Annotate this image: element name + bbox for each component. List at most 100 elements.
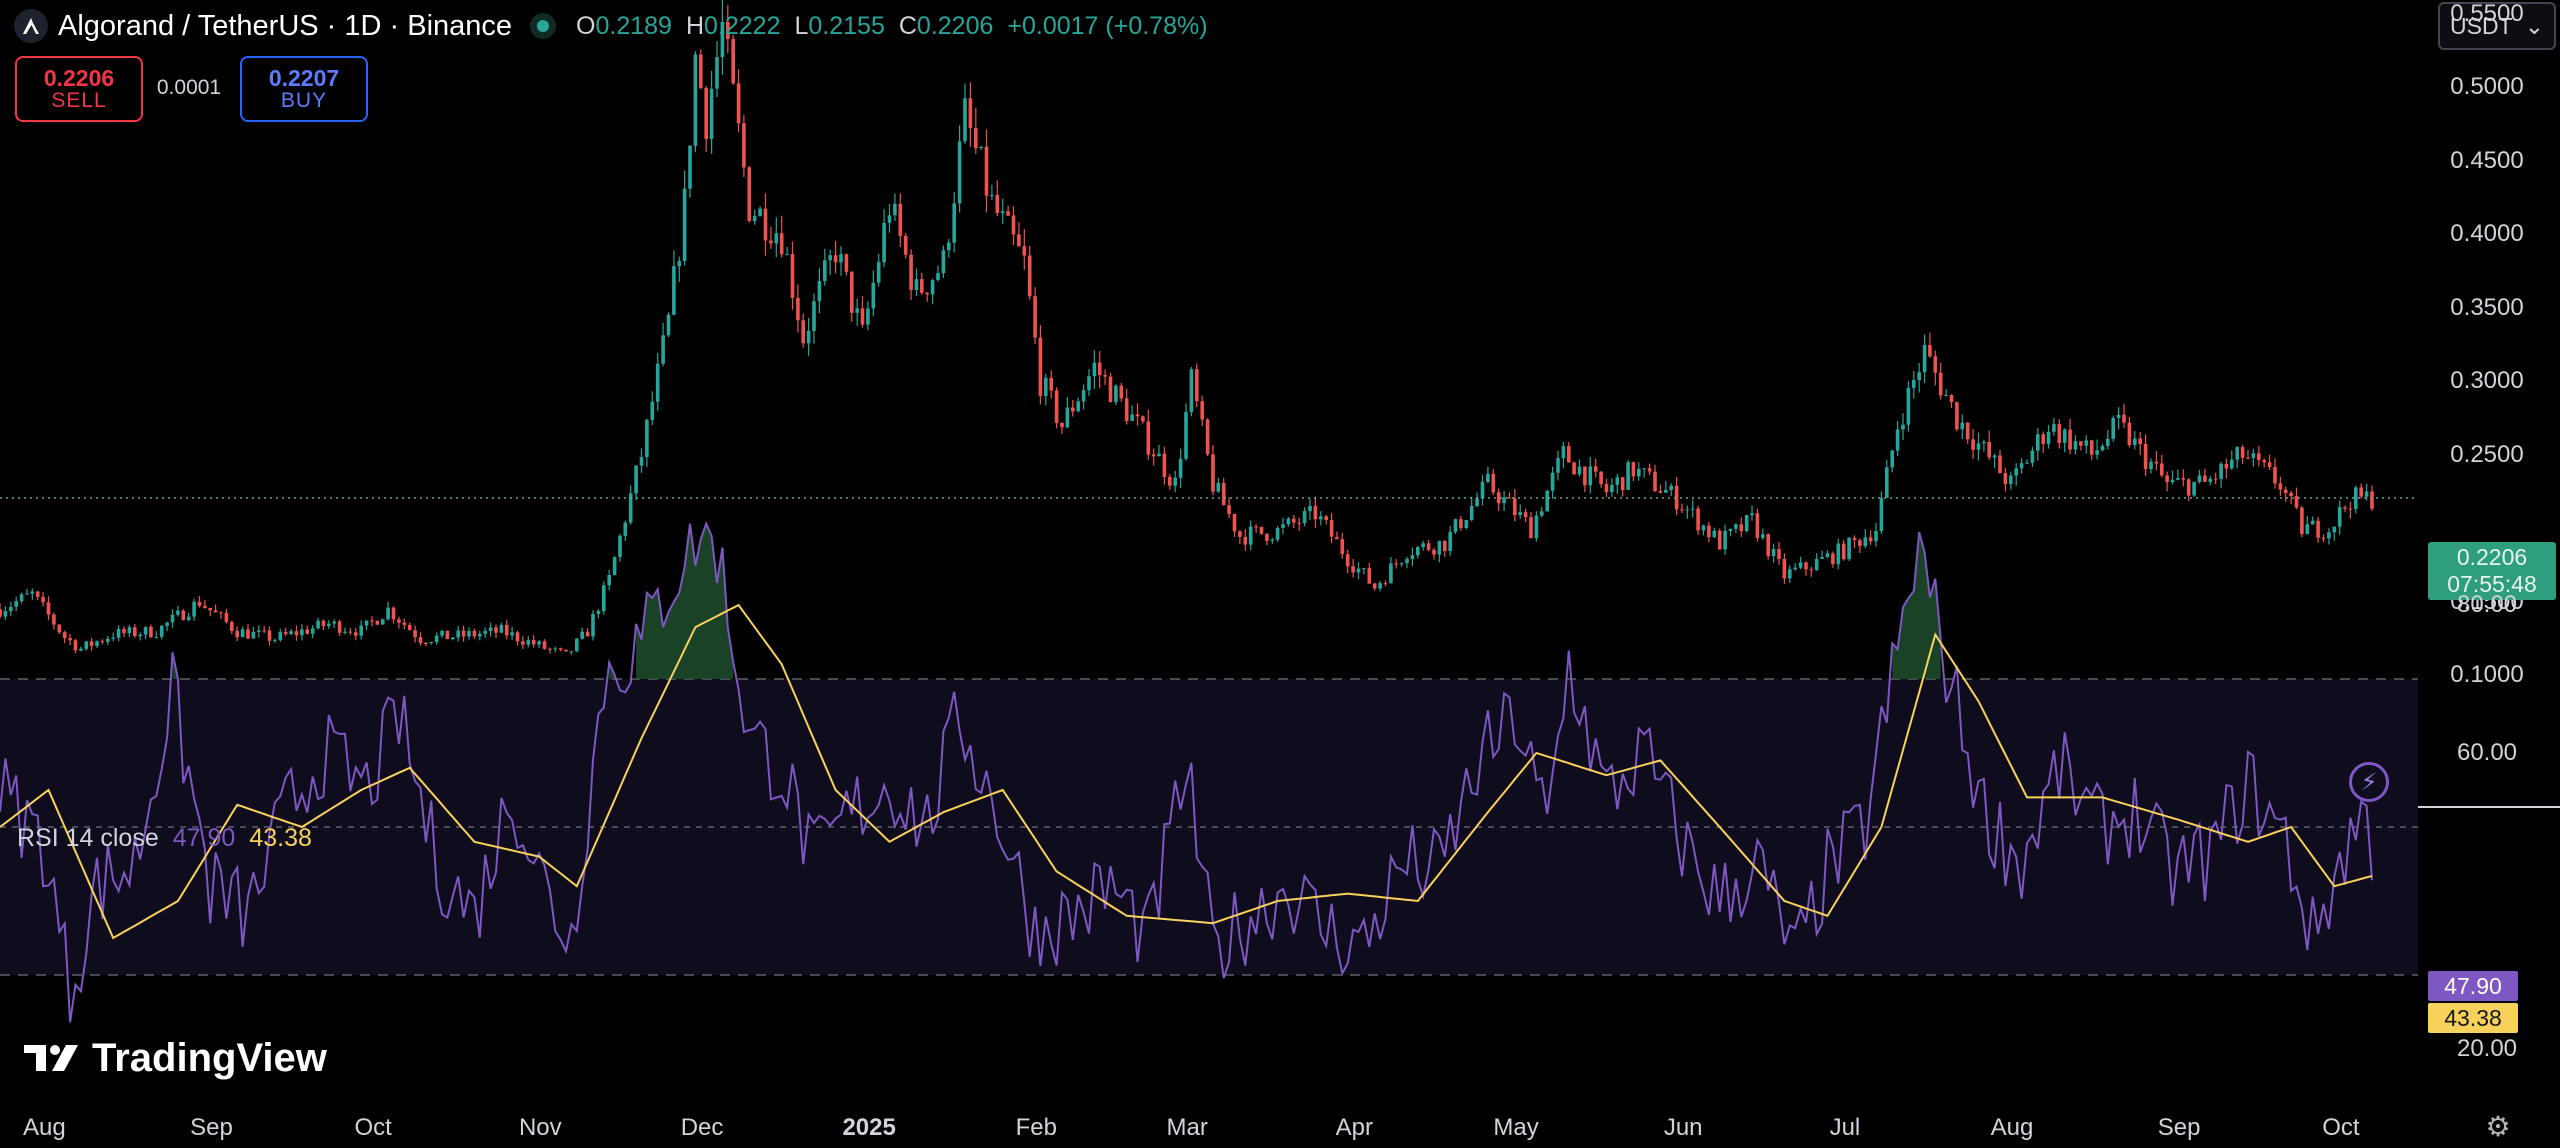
candle[interactable] (952, 192, 956, 253)
candle[interactable] (763, 193, 768, 256)
candle[interactable] (672, 250, 676, 316)
candle[interactable] (445, 630, 450, 640)
candle[interactable] (1114, 384, 1118, 406)
candle[interactable] (138, 632, 142, 641)
candle[interactable] (666, 312, 671, 338)
candle[interactable] (257, 625, 261, 638)
candle[interactable] (2348, 501, 2353, 519)
candle[interactable] (89, 637, 94, 651)
candle[interactable] (332, 619, 336, 628)
gear-icon[interactable]: ⚙ (2485, 1110, 2511, 1142)
candle[interactable] (14, 596, 18, 611)
candle[interactable] (1399, 562, 1404, 567)
candle[interactable] (930, 278, 935, 305)
candle[interactable] (1707, 522, 1711, 543)
candle[interactable] (434, 632, 439, 645)
candle[interactable] (769, 227, 773, 249)
candle[interactable] (1071, 399, 1075, 417)
candle[interactable] (2052, 418, 2056, 436)
candle[interactable] (1270, 537, 1275, 544)
candle[interactable] (941, 245, 946, 279)
candle[interactable] (2305, 516, 2310, 535)
candle[interactable] (111, 632, 115, 642)
candle[interactable] (208, 607, 212, 617)
candle[interactable] (1022, 229, 1027, 270)
candle[interactable] (1647, 463, 1652, 476)
candle[interactable] (1011, 206, 1016, 246)
candle[interactable] (1750, 505, 1754, 521)
candle[interactable] (2359, 483, 2363, 499)
candle[interactable] (1868, 530, 1873, 545)
candle[interactable] (612, 556, 617, 576)
candle[interactable] (504, 619, 509, 640)
candle[interactable] (2251, 448, 2256, 467)
candle[interactable] (1453, 518, 1458, 535)
candle[interactable] (882, 208, 886, 268)
candle[interactable] (607, 569, 611, 591)
candle[interactable] (1599, 471, 1603, 488)
candle[interactable] (1588, 457, 1593, 494)
candle[interactable] (321, 619, 326, 630)
candle[interactable] (1798, 556, 1803, 570)
candle[interactable] (817, 267, 822, 314)
candle[interactable] (1308, 498, 1312, 520)
candle[interactable] (1637, 462, 1641, 481)
candle[interactable] (418, 632, 423, 646)
candle[interactable] (2240, 444, 2245, 464)
candle[interactable] (979, 146, 983, 151)
candle[interactable] (1831, 551, 1835, 568)
candle[interactable] (2192, 481, 2196, 497)
candle[interactable] (726, 4, 730, 54)
candle[interactable] (68, 634, 72, 646)
candle[interactable] (1901, 413, 1905, 441)
candle[interactable] (2041, 431, 2045, 453)
candle[interactable] (2062, 428, 2067, 453)
candle[interactable] (2003, 467, 2008, 492)
candle[interactable] (1221, 477, 1226, 506)
candle[interactable] (2014, 463, 2018, 486)
candle[interactable] (1329, 513, 1334, 544)
candle[interactable] (2133, 431, 2137, 450)
candle[interactable] (1437, 540, 1442, 563)
candle[interactable] (1432, 548, 1436, 560)
candle[interactable] (1928, 332, 1932, 358)
candle[interactable] (1653, 464, 1657, 492)
candle[interactable] (903, 233, 908, 259)
candle[interactable] (2084, 435, 2089, 454)
candle[interactable] (1372, 582, 1377, 591)
candle[interactable] (2300, 506, 2304, 538)
candle[interactable] (591, 610, 595, 641)
candle[interactable] (2289, 490, 2293, 505)
candle[interactable] (52, 612, 56, 630)
candle[interactable] (310, 625, 315, 639)
candle[interactable] (262, 626, 266, 633)
candle[interactable] (682, 170, 687, 266)
candle[interactable] (2009, 471, 2013, 490)
candle[interactable] (1491, 469, 1496, 496)
candle[interactable] (898, 193, 903, 248)
candle[interactable] (116, 625, 121, 642)
candle[interactable] (1992, 453, 1997, 468)
candle[interactable] (1259, 526, 1264, 535)
candle[interactable] (488, 622, 493, 637)
candle[interactable] (1146, 409, 1151, 460)
candle[interactable] (2257, 445, 2261, 467)
candle[interactable] (149, 624, 153, 639)
candle[interactable] (2170, 470, 2175, 485)
candle[interactable] (1367, 562, 1372, 585)
candle[interactable] (1879, 491, 1884, 534)
candle[interactable] (844, 253, 849, 276)
candle[interactable] (2100, 443, 2105, 452)
candle[interactable] (553, 646, 558, 653)
candle[interactable] (1469, 496, 1474, 522)
candle[interactable] (2321, 534, 2326, 543)
candle[interactable] (1820, 550, 1824, 559)
tradingview-watermark[interactable]: TradingView (22, 1036, 327, 1080)
candle[interactable] (73, 638, 78, 654)
candle[interactable] (1971, 428, 1975, 459)
candle[interactable] (300, 624, 304, 641)
candle[interactable] (790, 241, 795, 310)
candle[interactable] (2176, 469, 2180, 481)
candle[interactable] (35, 590, 40, 601)
